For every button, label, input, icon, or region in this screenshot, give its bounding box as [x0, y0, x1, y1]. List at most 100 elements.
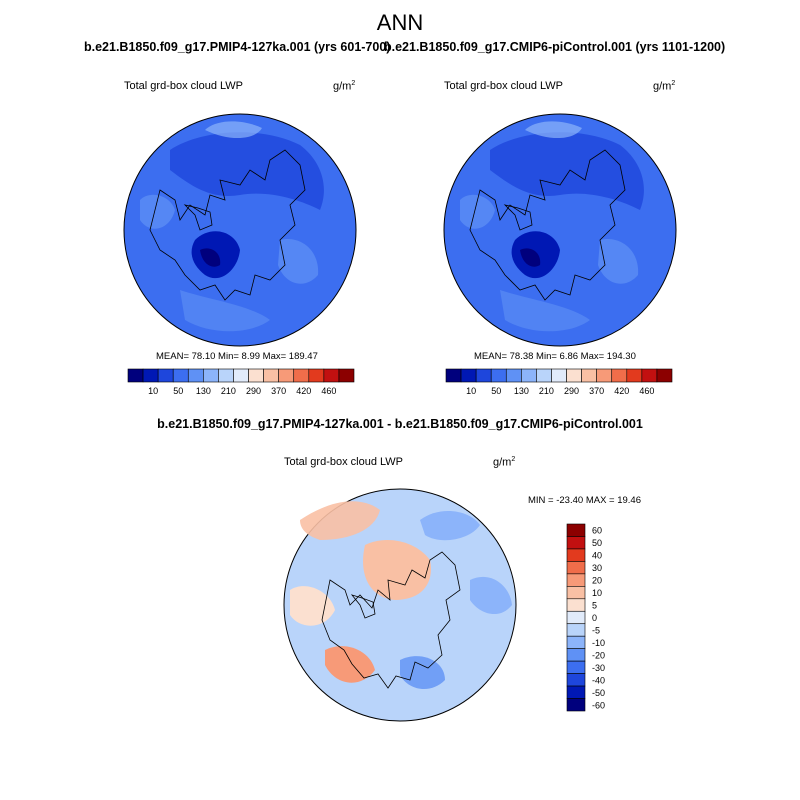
- colorbar-tick-label: 20: [592, 576, 602, 586]
- colorbar-swatch: [566, 635, 586, 649]
- right-min-region: [520, 248, 541, 267]
- left-stats: MEAN= 78.10 Min= 8.99 Max= 189.47: [156, 351, 318, 362]
- colorbar-tick-label: -30: [592, 663, 605, 673]
- colorbar-swatch: [505, 368, 522, 383]
- colorbar-tick-label: 40: [592, 551, 602, 561]
- left-colorbar: 10 50 130 210 290 370 420 460: [127, 368, 355, 396]
- colorbar-swatch: [566, 586, 586, 600]
- colorbar-swatch: [566, 648, 586, 662]
- colorbar-tick-label: 50: [592, 538, 602, 548]
- colorbar-tick-label: -10: [592, 638, 605, 648]
- colorbar-tick-label: -60: [592, 700, 605, 710]
- diff-panel-title: b.e21.B1850.f09_g17.PMIP4-127ka.001 - b.…: [157, 417, 643, 431]
- right-stats: MEAN= 78.38 Min= 6.86 Max= 194.30: [474, 351, 636, 362]
- colorbar-swatch: [293, 368, 310, 383]
- colorbar-swatch: [566, 548, 586, 562]
- colorbar-tick-label: 460: [321, 386, 336, 396]
- diff-coastlines: [321, 551, 461, 689]
- colorbar-swatch: [338, 368, 355, 383]
- left-variable-label: Total grd-box cloud LWP: [124, 80, 244, 92]
- colorbar-swatch: [626, 368, 643, 383]
- colorbar-swatch: [521, 368, 537, 383]
- colorbar-tick-label: 10: [466, 386, 476, 396]
- colorbar-swatch: [536, 368, 552, 383]
- right-islands: [503, 204, 533, 231]
- diff-positive-top-left: [300, 501, 380, 540]
- colorbar-swatch: [127, 368, 144, 383]
- colorbar-swatch: [656, 368, 673, 383]
- left-units-label: g/m2: [333, 80, 356, 93]
- right-colorbar: 10 50 130 210 290 370 420 460: [445, 368, 673, 396]
- colorbar-tick-label: 30: [592, 563, 602, 573]
- diff-positive-center: [363, 540, 431, 600]
- colorbar-swatch: [263, 368, 279, 383]
- right-variable-label: Total grd-box cloud LWP: [444, 80, 564, 92]
- colorbar-swatch: [278, 368, 295, 383]
- colorbar-tick-label: -50: [592, 688, 605, 698]
- right-arctic-region: [490, 132, 644, 210]
- colorbar-swatch: [323, 368, 340, 383]
- colorbar-swatch: [581, 368, 597, 383]
- diff-negative-top: [420, 510, 480, 541]
- colorbar-swatch: [596, 368, 613, 383]
- left-light-region-a: [140, 194, 175, 229]
- colorbar-swatch: [566, 610, 586, 625]
- colorbar-swatch: [566, 598, 586, 612]
- colorbar-swatch: [551, 368, 567, 383]
- colorbar-tick-label: 0: [592, 613, 597, 623]
- colorbar-tick-label: -20: [592, 650, 605, 660]
- colorbar-swatch: [233, 368, 249, 383]
- right-coastlines: [469, 149, 626, 301]
- left-islands: [183, 204, 213, 231]
- left-panel-title: b.e21.B1850.f09_g17.PMIP4-127ka.001 (yrs…: [84, 40, 391, 54]
- colorbar-tick-label: 60: [592, 526, 602, 536]
- colorbar-swatch: [641, 368, 658, 383]
- diff-variable-label: Total grd-box cloud LWP: [284, 456, 404, 468]
- colorbar-swatch: [566, 523, 586, 537]
- colorbar-swatch: [566, 660, 586, 674]
- colorbar-tick-label: 10: [148, 386, 158, 396]
- colorbar-swatch: [308, 368, 325, 383]
- left-polar-map: [123, 113, 357, 347]
- colorbar-tick-label: 460: [639, 386, 654, 396]
- colorbar-swatch: [187, 368, 204, 383]
- right-panel-title: b.e21.B1850.f09_g17.CMIP6-piControl.001 …: [384, 40, 726, 54]
- colorbar-swatch: [218, 368, 234, 383]
- colorbar-tick-label: 290: [246, 386, 261, 396]
- colorbar-tick-label: 10: [592, 588, 602, 598]
- left-light-region-b: [278, 239, 319, 284]
- colorbar-swatch: [475, 368, 492, 383]
- colorbar-swatch: [172, 368, 189, 383]
- left-arctic-region: [170, 132, 324, 210]
- colorbar-swatch: [566, 573, 586, 587]
- right-light-region-c: [500, 290, 590, 332]
- right-units-label: g/m2: [653, 80, 676, 93]
- right-light-region-b: [598, 239, 639, 284]
- colorbar-swatch: [248, 368, 264, 383]
- colorbar-tick-label: 5: [592, 601, 597, 611]
- colorbar-tick-label: 420: [296, 386, 311, 396]
- colorbar-swatch: [566, 536, 586, 550]
- right-light-region-a: [460, 194, 495, 229]
- left-min-region: [200, 248, 221, 267]
- colorbar-tick-label: -40: [592, 675, 605, 685]
- diff-islands: [350, 594, 376, 619]
- diff-weak-positive: [290, 586, 335, 626]
- colorbar-swatch: [566, 561, 586, 575]
- colorbar-swatch: [460, 368, 477, 383]
- right-light-region-d: [525, 121, 582, 139]
- colorbar-swatch: [490, 368, 507, 383]
- left-coastlines: [149, 149, 306, 301]
- colorbar-tick-label: 420: [614, 386, 629, 396]
- colorbar-swatch: [142, 368, 159, 383]
- colorbar-tick-label: -5: [592, 625, 600, 635]
- colorbar-swatch: [566, 685, 586, 699]
- colorbar-swatch: [445, 368, 462, 383]
- right-polar-map: [443, 113, 677, 347]
- diff-units-label: g/m2: [493, 456, 516, 469]
- colorbar-swatch: [203, 368, 219, 383]
- colorbar-tick-label: 50: [491, 386, 501, 396]
- colorbar-tick-label: 370: [589, 386, 604, 396]
- colorbar-swatch: [157, 368, 174, 383]
